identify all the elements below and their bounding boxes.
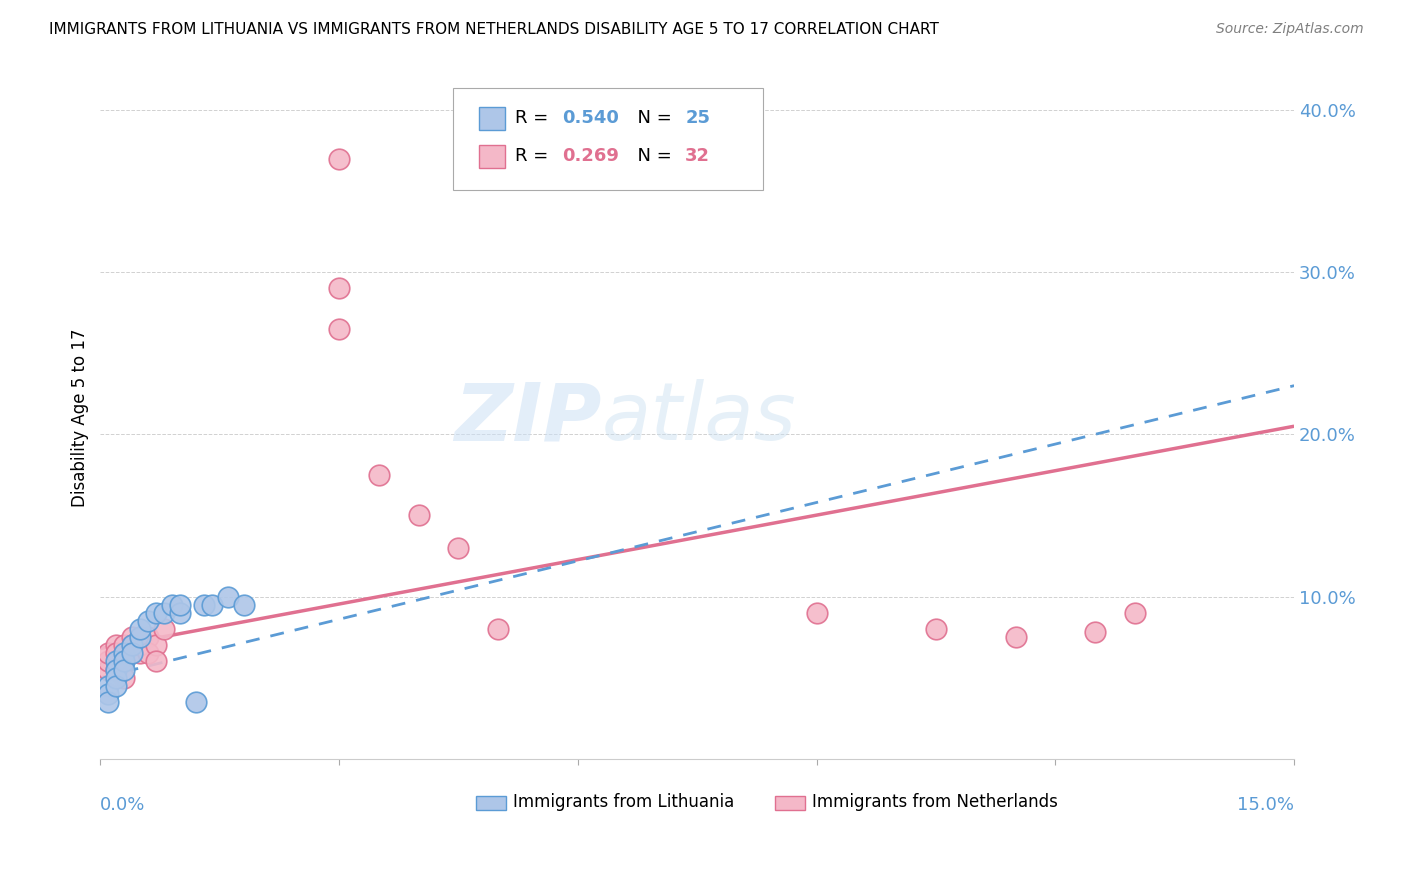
Point	[112, 638, 135, 652]
Text: atlas: atlas	[602, 379, 796, 457]
Text: N =: N =	[626, 147, 678, 165]
Point	[328, 152, 350, 166]
FancyBboxPatch shape	[453, 87, 763, 190]
Point	[184, 695, 207, 709]
Point	[129, 638, 152, 652]
Point	[217, 590, 239, 604]
Point	[112, 655, 135, 669]
Y-axis label: Disability Age 5 to 17: Disability Age 5 to 17	[72, 329, 89, 508]
Point	[806, 606, 828, 620]
FancyBboxPatch shape	[479, 107, 505, 130]
Text: Source: ZipAtlas.com: Source: ZipAtlas.com	[1216, 22, 1364, 37]
Text: 32: 32	[685, 147, 710, 165]
Point	[97, 695, 120, 709]
Point	[97, 687, 120, 701]
Point	[145, 638, 167, 652]
Point	[112, 655, 135, 669]
Text: 15.0%: 15.0%	[1237, 797, 1294, 814]
Point	[925, 622, 948, 636]
Text: ZIP: ZIP	[454, 379, 602, 457]
Point	[153, 606, 176, 620]
Point	[121, 646, 143, 660]
Point	[105, 646, 128, 660]
Point	[1084, 625, 1107, 640]
Text: 0.0%: 0.0%	[100, 797, 146, 814]
Point	[232, 598, 254, 612]
Point	[112, 663, 135, 677]
FancyBboxPatch shape	[477, 797, 506, 810]
Point	[408, 508, 430, 523]
Point	[1123, 606, 1146, 620]
Text: R =: R =	[515, 147, 554, 165]
Text: IMMIGRANTS FROM LITHUANIA VS IMMIGRANTS FROM NETHERLANDS DISABILITY AGE 5 TO 17 : IMMIGRANTS FROM LITHUANIA VS IMMIGRANTS …	[49, 22, 939, 37]
FancyBboxPatch shape	[775, 797, 804, 810]
Text: R =: R =	[515, 110, 554, 128]
Point	[97, 646, 120, 660]
Point	[136, 630, 159, 644]
Point	[447, 541, 470, 555]
Point	[121, 638, 143, 652]
Point	[328, 322, 350, 336]
Point	[169, 606, 191, 620]
Text: 0.269: 0.269	[562, 147, 619, 165]
Point	[367, 467, 389, 482]
Point	[129, 630, 152, 644]
Point	[121, 630, 143, 644]
Point	[105, 638, 128, 652]
Point	[105, 663, 128, 677]
Point	[193, 598, 215, 612]
Point	[153, 622, 176, 636]
Point	[201, 598, 224, 612]
Point	[112, 671, 135, 685]
Point	[112, 646, 135, 660]
Point	[1004, 630, 1026, 644]
Point	[328, 281, 350, 295]
Point	[121, 638, 143, 652]
Point	[486, 622, 509, 636]
Point	[160, 598, 183, 612]
Point	[105, 655, 128, 669]
Point	[129, 622, 152, 636]
Point	[129, 630, 152, 644]
Point	[145, 655, 167, 669]
Text: Immigrants from Lithuania: Immigrants from Lithuania	[513, 793, 735, 811]
Text: 0.540: 0.540	[562, 110, 619, 128]
Point	[129, 646, 152, 660]
Text: 25: 25	[685, 110, 710, 128]
Point	[97, 679, 120, 693]
Point	[105, 679, 128, 693]
Point	[112, 646, 135, 660]
Point	[136, 614, 159, 628]
Point	[145, 606, 167, 620]
Text: Immigrants from Netherlands: Immigrants from Netherlands	[811, 793, 1057, 811]
Text: N =: N =	[626, 110, 678, 128]
FancyBboxPatch shape	[479, 145, 505, 168]
Point	[169, 598, 191, 612]
Point	[97, 655, 120, 669]
Point	[105, 663, 128, 677]
Point	[105, 671, 128, 685]
Point	[97, 663, 120, 677]
Point	[136, 646, 159, 660]
